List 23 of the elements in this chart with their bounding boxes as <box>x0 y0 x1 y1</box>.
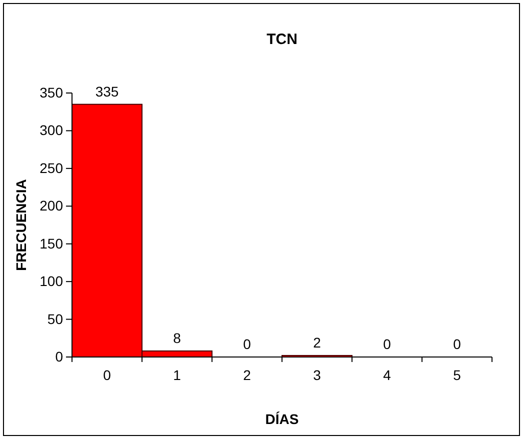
y-tick-label: 0 <box>55 348 64 364</box>
x-tick-label: 0 <box>103 366 112 383</box>
data-label: 0 <box>453 336 462 352</box>
x-tick-label: 5 <box>453 366 462 383</box>
y-axis-title: FRECUENCIA <box>13 179 29 271</box>
data-label: 2 <box>313 334 322 350</box>
data-label: 335 <box>95 83 119 100</box>
data-label: 8 <box>173 330 182 346</box>
x-axis-title: DÍAS <box>265 411 299 427</box>
chart-title: TCN <box>266 31 298 48</box>
y-tick-label: 350 <box>40 84 64 100</box>
y-tick-label: 250 <box>40 160 64 176</box>
y-tick-label: 200 <box>40 198 64 214</box>
x-tick-label: 3 <box>313 366 322 383</box>
data-label: 0 <box>243 336 252 352</box>
y-tick-label: 100 <box>40 273 64 290</box>
data-label: 0 <box>383 336 392 352</box>
y-tick-label: 150 <box>40 235 64 252</box>
y-tick-label: 300 <box>40 122 64 138</box>
y-tick-label: 50 <box>47 310 64 327</box>
x-tick-label: 2 <box>243 366 252 383</box>
x-tick-label: 4 <box>383 366 392 383</box>
x-tick-label: 1 <box>173 366 182 383</box>
